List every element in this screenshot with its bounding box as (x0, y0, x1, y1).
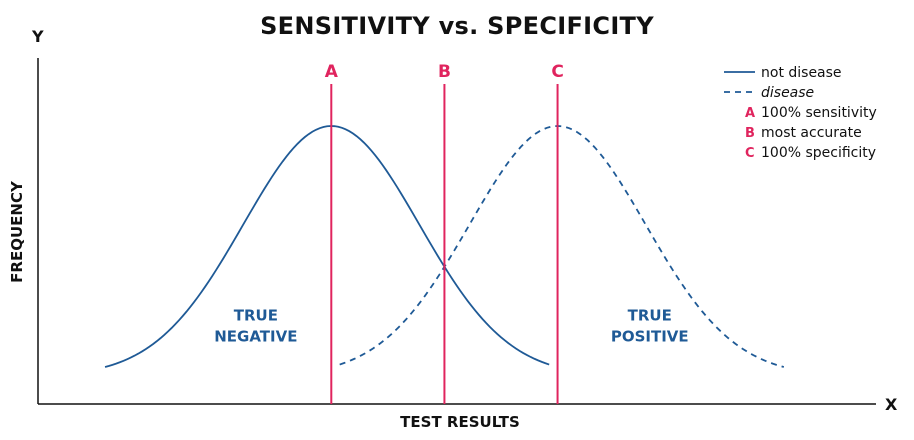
legend: not disease disease A 100% sensitivity B… (724, 65, 877, 161)
series-line-disease (339, 125, 785, 368)
y-axis-label: FREQUENCY (8, 180, 26, 283)
legend-label-disease: disease (761, 85, 814, 101)
chart-title: SENSITIVITY vs. SPECIFICITY (260, 12, 654, 40)
x-axis-label: TEST RESULTS (400, 413, 520, 431)
region-label-1-line-1: POSITIVE (611, 328, 689, 346)
threshold-label-b: B (438, 62, 451, 82)
series-line-not-disease (104, 125, 550, 368)
region-annotations: TRUE NEGATIVE TRUE POSITIVE (214, 307, 688, 346)
legend-label-not-disease: not disease (761, 65, 842, 81)
threshold-label-c: C (551, 62, 563, 82)
y-axis-letter: Y (31, 27, 44, 46)
region-label-0-line-1: NEGATIVE (214, 328, 297, 346)
x-axis-letter: X (885, 395, 898, 414)
legend-label-a: 100% sensitivity (761, 105, 877, 121)
legend-key-c: C (745, 146, 755, 161)
threshold-lines: A B C (325, 62, 564, 404)
legend-key-b: B (745, 126, 755, 141)
legend-label-b: most accurate (761, 125, 862, 141)
legend-key-a: A (745, 106, 755, 121)
legend-label-c: 100% specificity (761, 145, 876, 161)
region-label-1-line-0: TRUE (628, 307, 672, 325)
region-label-0-line-0: TRUE (234, 307, 278, 325)
threshold-label-a: A (325, 62, 339, 82)
